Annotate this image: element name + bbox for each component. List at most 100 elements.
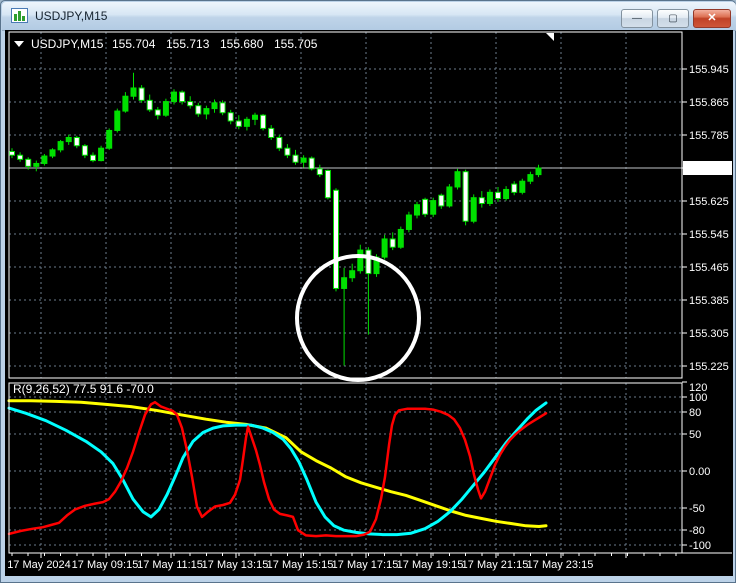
candle-body (381, 238, 388, 258)
candle-body (57, 141, 64, 151)
candle-body (470, 197, 477, 222)
candle-body (414, 204, 420, 216)
chart-app-icon (11, 8, 28, 23)
candle-body (405, 214, 412, 230)
pane-borders (8, 31, 732, 554)
candle-body (511, 183, 518, 193)
candle-body (243, 118, 250, 127)
pane-separator[interactable] (8, 382, 683, 554)
chevron-down-icon[interactable] (14, 41, 24, 47)
price-axis-label: 155.385 (689, 295, 729, 307)
candle-body (349, 270, 356, 279)
chart-client-area: 155.945 155.865 155.785 155.625 155.545 155.4… (5, 30, 733, 576)
candle-body (227, 112, 234, 122)
time-axis-label: 17 May 09:15 (72, 559, 139, 571)
candle-body (260, 114, 267, 129)
maximize-button[interactable]: ▢ (657, 9, 689, 28)
maximize-icon: ▢ (668, 13, 678, 24)
chart-shift-marker[interactable] (546, 33, 554, 41)
candle-body (9, 151, 15, 156)
candle-body (365, 249, 372, 275)
window-controls: — ▢ ✕ (621, 9, 731, 28)
indicator-axis-label: 80 (689, 407, 701, 419)
candle-body (333, 189, 339, 289)
candle-body (357, 249, 364, 272)
indicator-axis-label: 100 (689, 392, 707, 404)
candle-body (438, 194, 445, 207)
candle-body (90, 154, 96, 162)
candle-body (519, 180, 526, 193)
candle-body (211, 102, 218, 110)
candle-body (33, 162, 40, 167)
indicator-line-slow (7, 399, 548, 528)
time-axis-label: 17 May 2024 (7, 559, 71, 571)
close-icon: ✕ (707, 12, 717, 24)
candle-body (454, 171, 461, 188)
header-high: 155.713 (166, 37, 210, 51)
candle-body (308, 157, 315, 170)
price-axis-label: 155.945 (689, 64, 729, 76)
indicator-axis-label: -100 (689, 540, 711, 552)
candle-body (527, 174, 534, 182)
current-price-tag-text: 155.705 (689, 163, 729, 175)
time-axis-label: 17 May 23:15 (527, 559, 594, 571)
price-axis-label: 155.305 (689, 328, 729, 340)
indicator-pane[interactable] (7, 399, 548, 538)
price-axis-label: 155.225 (689, 361, 729, 373)
candle-body (235, 120, 242, 127)
candle-body (179, 91, 186, 103)
candle-body (17, 154, 24, 160)
candle-body (98, 147, 105, 162)
price-axis[interactable]: 155.945 155.865 155.785 155.625 155.545 155.4… (683, 64, 732, 373)
time-axis-label: 17 May 11:15 (137, 559, 203, 571)
candle-body (324, 169, 331, 199)
price-axis-label: 155.785 (689, 130, 729, 142)
candle-body (81, 145, 88, 156)
candle-body (106, 129, 113, 149)
indicator-line-medium (7, 401, 548, 537)
candle-body (316, 168, 323, 176)
header-symbol: USDJPY,M15 (31, 37, 104, 51)
candle-body (187, 101, 194, 107)
candle-body (341, 277, 348, 289)
candle-body (292, 154, 299, 163)
indicator-axis-label: 0.00 (689, 466, 710, 478)
indicator-axis-label: 120 (689, 382, 707, 394)
candle-body (41, 155, 48, 164)
candlestick-chart[interactable]: 155.945 155.865 155.785 155.625 155.545 155.4… (5, 30, 733, 576)
candle-body (154, 109, 161, 116)
price-axis-label: 155.465 (689, 262, 729, 274)
candle-body (252, 114, 258, 120)
annotation-circle[interactable] (295, 254, 421, 382)
price-axis-label: 155.865 (689, 97, 729, 109)
candle-body (430, 200, 437, 215)
indicator-axis-label: 50 (689, 429, 701, 441)
time-axis-label: 17 May 13:15 (202, 559, 269, 571)
candle-body (114, 110, 121, 131)
candle-body (462, 171, 469, 222)
price-axis-label: 155.625 (689, 196, 729, 208)
candle-body (478, 197, 485, 204)
minimize-button[interactable]: — (621, 9, 653, 28)
title-bar[interactable]: USDJPY,M15 — ▢ ✕ (2, 2, 736, 31)
candle-body (65, 136, 72, 143)
header-low: 155.680 (220, 37, 264, 51)
candle-body (171, 91, 177, 103)
candle-body (276, 136, 283, 149)
candle-body (535, 167, 542, 176)
candle-body (284, 147, 291, 156)
indicator-axis-label: -50 (689, 503, 705, 515)
header-close: 155.705 (274, 37, 318, 51)
candle-body (389, 238, 396, 248)
candle-body (49, 149, 56, 157)
svg-text:USDJPY,M15 155.704: USDJPY,M15 155.704 155.713 155.680 155.7… (31, 37, 318, 51)
time-axis-label: 17 May 17:15 (332, 559, 399, 571)
time-axis-label: 17 May 21:15 (462, 559, 529, 571)
window-title: USDJPY,M15 (35, 9, 108, 23)
candle-body (268, 127, 275, 138)
close-button[interactable]: ✕ (693, 9, 731, 28)
time-axis-label: 17 May 19:15 (397, 559, 464, 571)
candle-body (446, 186, 453, 207)
